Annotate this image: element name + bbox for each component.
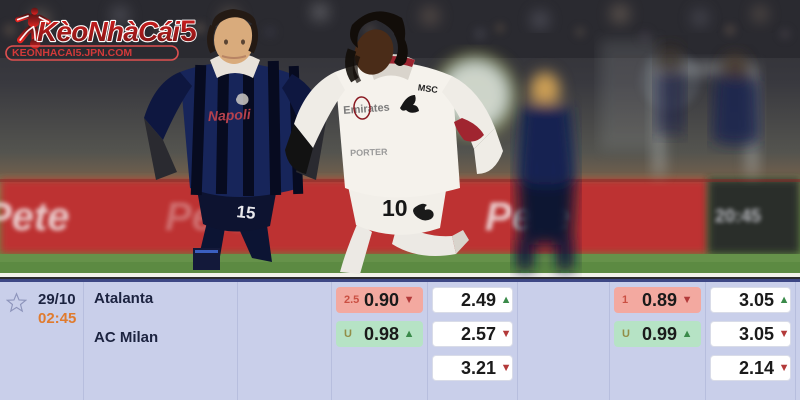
- svg-text:Napoli: Napoli: [207, 106, 252, 124]
- svg-text:10: 10: [382, 195, 408, 221]
- svg-text:Pete: Pete: [0, 195, 70, 239]
- svg-text:5: 5: [180, 15, 197, 48]
- svg-text:PORTER: PORTER: [350, 147, 388, 158]
- svg-text:KEONHACAI5.JPN.COM: KEONHACAI5.JPN.COM: [12, 47, 132, 59]
- svg-text:20:45: 20:45: [715, 206, 761, 226]
- svg-text:15: 15: [236, 202, 257, 223]
- svg-text:KèoNhàCái: KèoNhàCái: [37, 16, 181, 47]
